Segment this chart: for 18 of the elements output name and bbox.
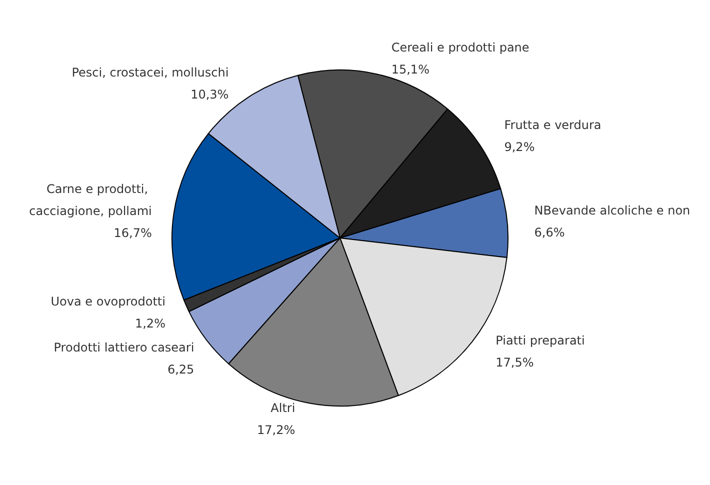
slice-label: Altri (270, 400, 296, 415)
data-label: 6,6% (534, 225, 565, 240)
data-label: 6,25 (167, 362, 194, 376)
slice-label: NBevande alcoliche e non (534, 203, 690, 218)
data-label: 10,3% (190, 88, 229, 102)
slice-label: Cereali e prodotti pane (391, 40, 530, 54)
data-label: 15,1% (391, 62, 430, 76)
data-label: 17,2% (257, 422, 296, 437)
slice-label: Pesci, crostacei, molluschi (72, 66, 229, 80)
data-label: 1,2% (134, 316, 166, 330)
slice-label: Frutta e verdura (504, 118, 602, 132)
slice-label: Carne e prodotti, cacciagione, pollami (29, 182, 152, 218)
slice-label: Uova e ovoprodotti (50, 294, 166, 308)
data-label: 17,5% (496, 356, 534, 370)
slice-label: Prodotti lattiero caseari (54, 340, 194, 354)
data-label: 16,7% (114, 226, 152, 240)
data-label: 9,2% (504, 140, 535, 154)
slice-label: Piatti preparati (496, 334, 585, 348)
